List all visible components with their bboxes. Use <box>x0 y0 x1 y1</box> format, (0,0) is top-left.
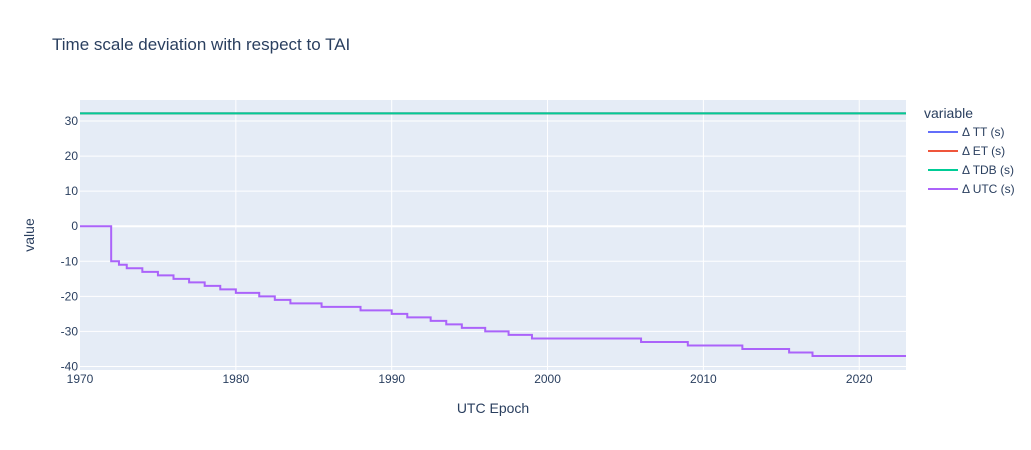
legend: variable Δ TT (s) Δ ET (s) Δ TDB (s) Δ UTC … <box>924 105 1015 196</box>
series-line-3[interactable] <box>80 225 906 357</box>
legend-label: Δ TDB (s) <box>962 163 1014 177</box>
legend-title: variable <box>924 105 973 121</box>
y-tick-label: 10 <box>65 184 79 198</box>
x-tick-label: 1980 <box>222 372 249 386</box>
y-axis-title: value <box>21 218 37 252</box>
legend-label: Δ UTC (s) <box>962 182 1015 196</box>
x-axis-title: UTC Epoch <box>457 400 529 416</box>
x-tick-label: 1990 <box>378 372 405 386</box>
grid <box>80 100 906 370</box>
y-tick-label: 30 <box>65 114 79 128</box>
x-tick-label: 2020 <box>846 372 873 386</box>
plot-area[interactable] <box>80 100 906 370</box>
legend-label: Δ TT (s) <box>962 125 1004 139</box>
tick-labels: 1970 1980 1990 2000 2010 2020 -40 -30 -20 -10 0 10 2… <box>61 114 873 386</box>
y-tick-label: -40 <box>61 359 79 373</box>
y-tick-label: -10 <box>61 254 79 268</box>
legend-item[interactable]: Δ TDB (s) <box>928 163 1014 177</box>
x-tick-label: 2010 <box>690 372 717 386</box>
chart-title: Time scale deviation with respect to TAI <box>52 35 350 54</box>
y-tick-label: 20 <box>65 149 79 163</box>
y-tick-label: 0 <box>71 219 78 233</box>
y-tick-label: -30 <box>61 324 79 338</box>
y-tick-label: -20 <box>61 289 79 303</box>
legend-item[interactable]: Δ TT (s) <box>928 125 1004 139</box>
legend-label: Δ ET (s) <box>962 144 1005 158</box>
x-tick-label: 2000 <box>534 372 561 386</box>
legend-item[interactable]: Δ ET (s) <box>928 144 1005 158</box>
legend-item[interactable]: Δ UTC (s) <box>928 182 1015 196</box>
x-tick-label: 1970 <box>67 372 94 386</box>
series-layer <box>80 112 906 357</box>
